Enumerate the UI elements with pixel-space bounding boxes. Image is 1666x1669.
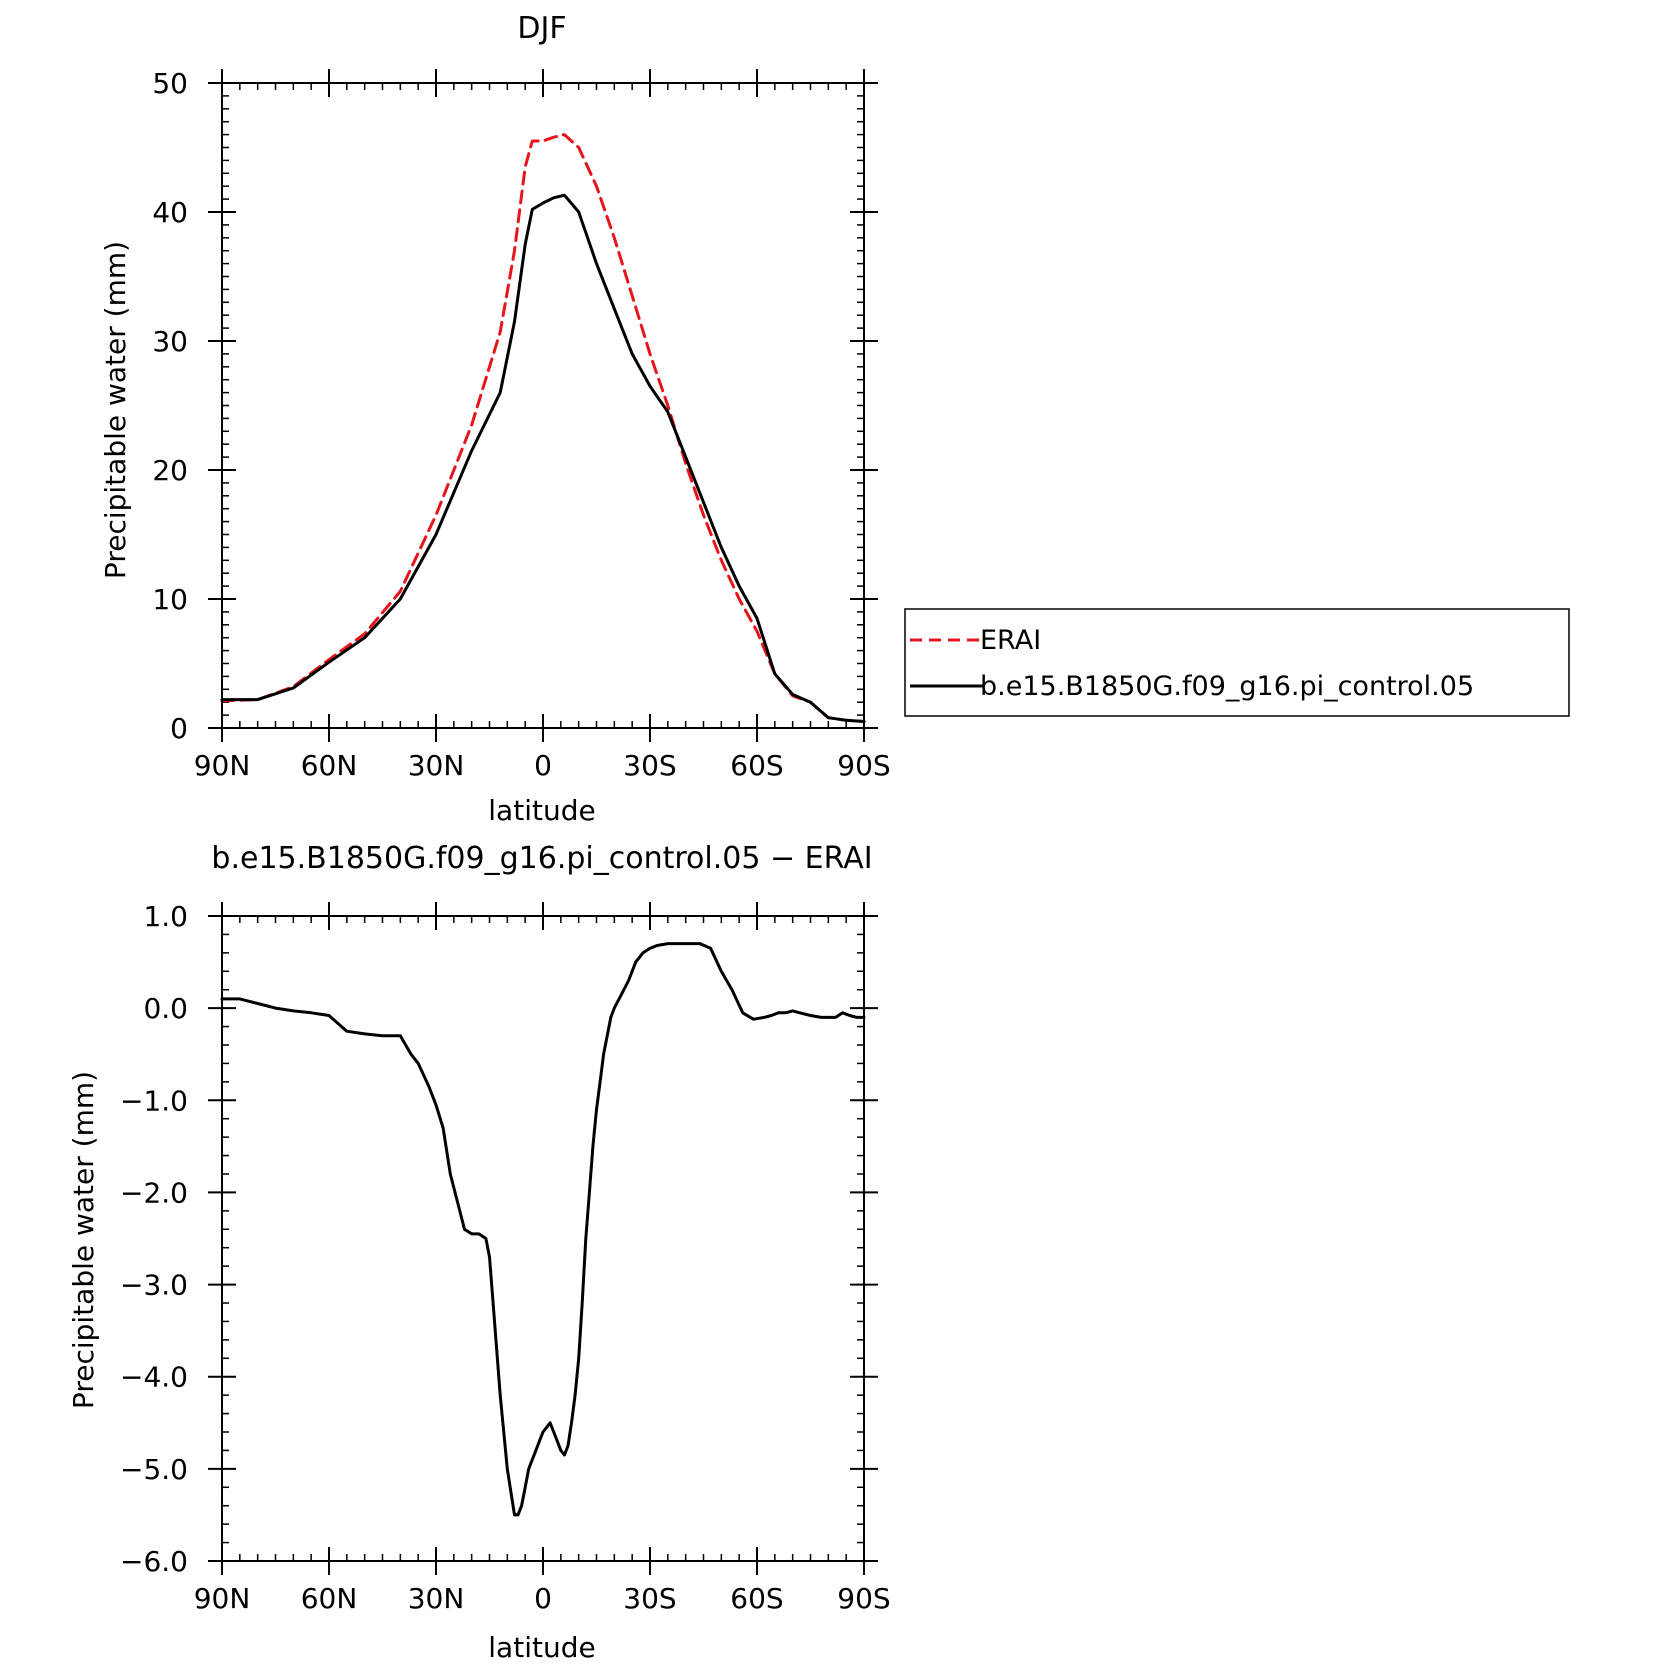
diff-plot-frame (221, 915, 865, 1562)
legend-box (904, 608, 1570, 717)
y-tick-label: 0 (170, 712, 188, 745)
legend-model-label: b.e15.B1850G.f09_g16.pi_control.05 (980, 671, 1474, 702)
x-tick-label: 0 (534, 749, 552, 782)
djf-title: DJF (517, 11, 566, 46)
y-tick-label: 50 (152, 67, 188, 100)
series-line-model (220, 193, 866, 723)
series-line-erai (220, 133, 866, 723)
y-tick-label: −5.0 (120, 1453, 188, 1486)
difference-panel: b.e15.B1850G.f09_g16.pi_control.05 − ERA… (67, 841, 891, 1664)
y-tick-label: 20 (152, 454, 188, 487)
x-tick-label: 90S (837, 1582, 890, 1615)
diff-y-axis-label: Precipitable water (mm) (67, 1071, 100, 1409)
x-tick-label: 60N (301, 749, 358, 782)
x-tick-label: 60S (730, 749, 783, 782)
x-tick-label: 30N (408, 749, 465, 782)
y-tick-label: 0.0 (143, 992, 188, 1025)
y-tick-label: 40 (152, 196, 188, 229)
diff-title: b.e15.B1850G.f09_g16.pi_control.05 − ERA… (211, 841, 872, 876)
djf-plot-frame (221, 82, 865, 729)
x-tick-label: 90N (194, 749, 251, 782)
legend: ERAI b.e15.B1850G.f09_g16.pi_control.05 (904, 608, 1570, 717)
y-tick-label: −6.0 (120, 1545, 188, 1578)
x-tick-label: 0 (534, 1582, 552, 1615)
y-tick-label: 1.0 (143, 900, 188, 933)
y-tick-label: −3.0 (120, 1269, 188, 1302)
djf-x-axis-label: latitude (488, 794, 595, 827)
series-line-difference (220, 942, 866, 1517)
legend-erai-label: ERAI (980, 625, 1041, 656)
diff-x-axis-label: latitude (488, 1631, 595, 1664)
y-tick-label: −2.0 (120, 1176, 188, 1209)
x-tick-label: 30S (623, 749, 676, 782)
y-tick-label: 30 (152, 325, 188, 358)
x-tick-label: 60N (301, 1582, 358, 1615)
djf-panel: DJF Precipitable water (mm) latitude 90N… (99, 11, 1570, 827)
x-tick-label: 90S (837, 749, 890, 782)
x-tick-label: 30S (623, 1582, 676, 1615)
x-tick-label: 60S (730, 1582, 783, 1615)
y-tick-label: 10 (152, 583, 188, 616)
djf-y-axis-label: Precipitable water (mm) (99, 241, 132, 579)
y-tick-label: −1.0 (120, 1084, 188, 1117)
x-tick-label: 90N (194, 1582, 251, 1615)
x-tick-label: 30N (408, 1582, 465, 1615)
y-tick-label: −4.0 (120, 1361, 188, 1394)
